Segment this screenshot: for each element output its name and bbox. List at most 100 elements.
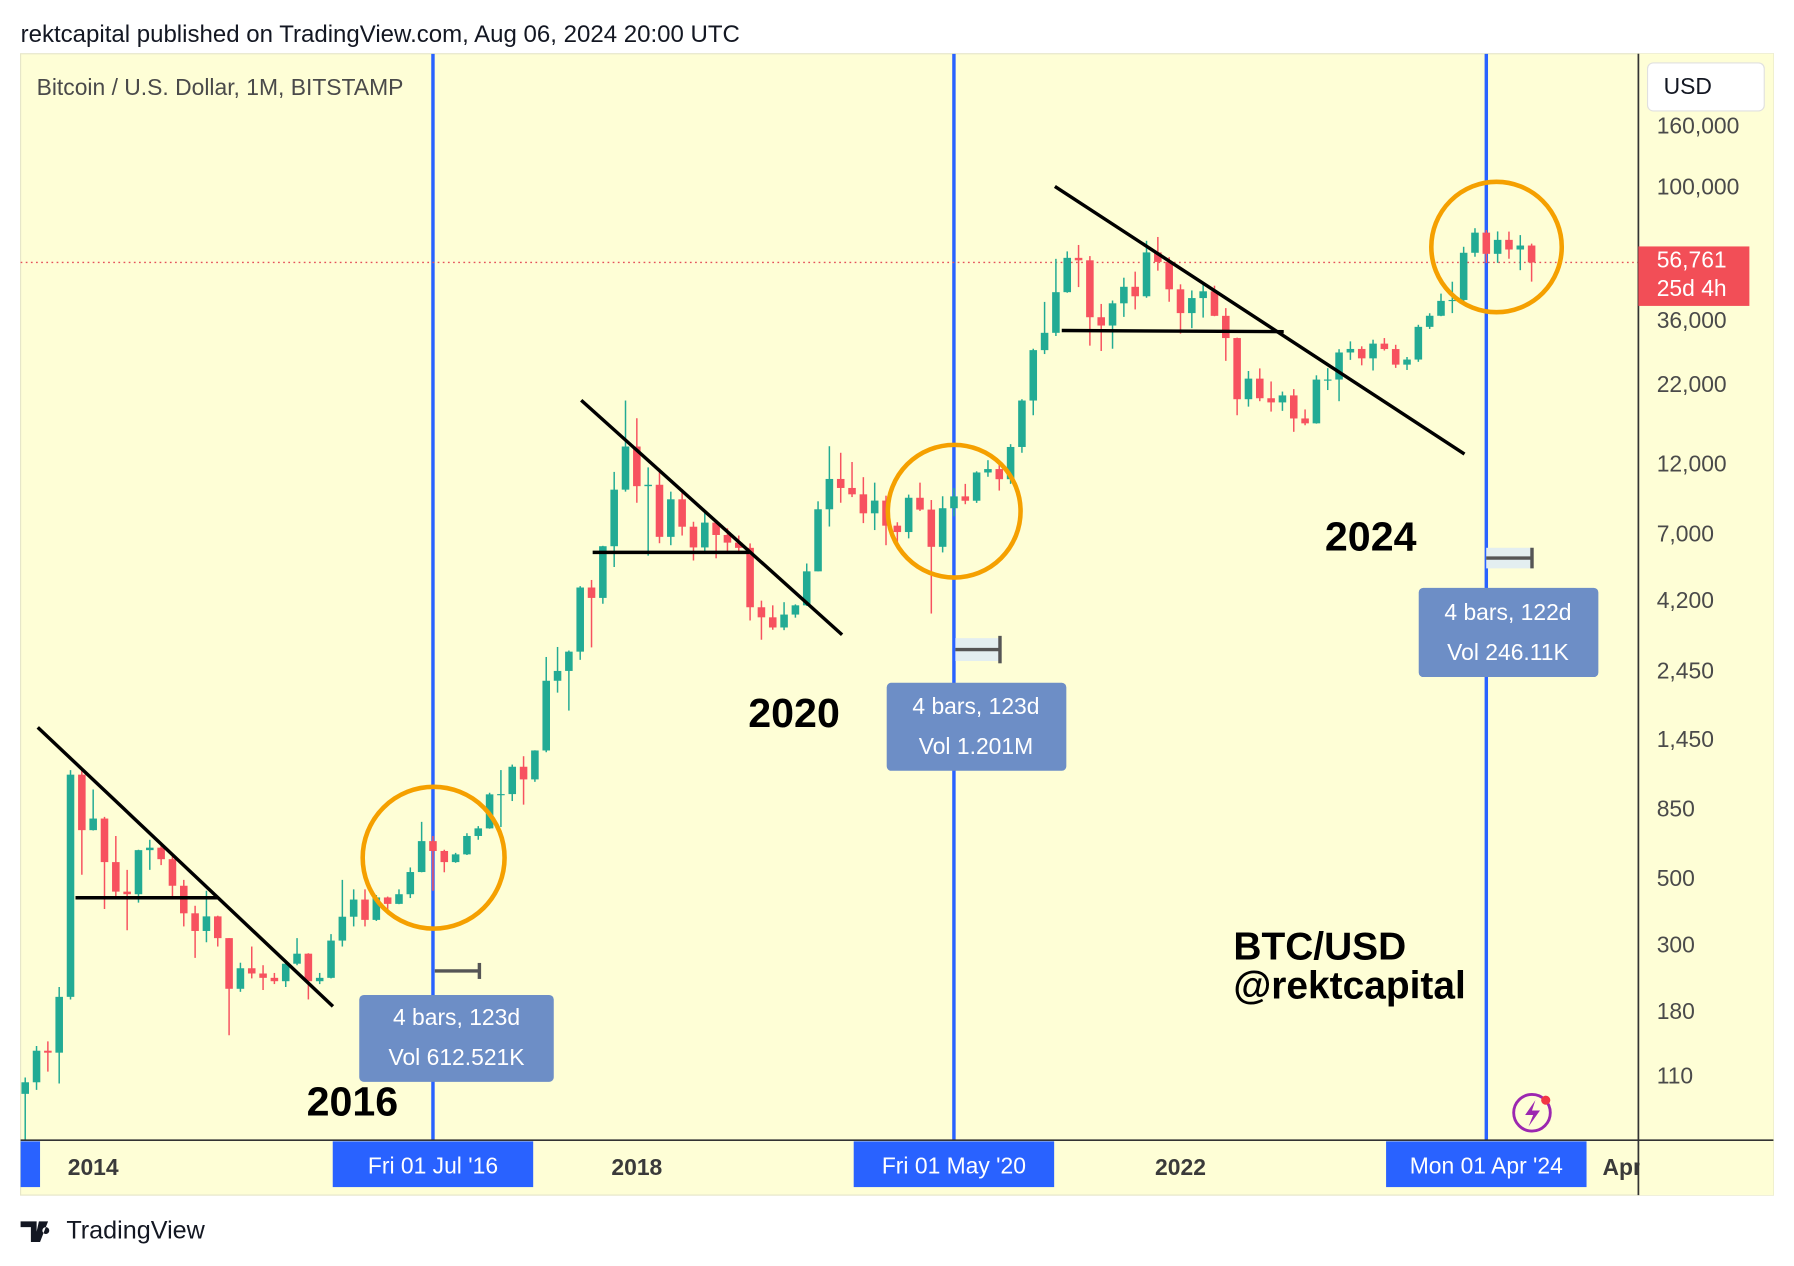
trend-line — [580, 398, 844, 636]
candle-body — [1267, 398, 1275, 403]
measure-bars: 4 bars, 122d — [1444, 599, 1571, 625]
support-line — [1061, 328, 1284, 334]
candle-body — [213, 916, 222, 939]
candle-body — [1063, 257, 1072, 293]
countdown-label: 25d 4h — [1657, 275, 1727, 301]
candle-body — [893, 525, 902, 533]
currency[interactable]: USD — [1664, 73, 1712, 99]
candle-body — [338, 916, 347, 941]
y-tick-label: 2,450 — [1657, 658, 1714, 684]
candle-body — [180, 885, 188, 914]
candle-body — [134, 850, 143, 895]
candle-body — [814, 509, 822, 572]
y-tick-label: 500 — [1657, 865, 1695, 891]
trend-line — [1053, 184, 1466, 456]
y-tick-label: 12,000 — [1657, 450, 1727, 476]
candle-body — [417, 841, 426, 873]
y-tick-label: 100,000 — [1657, 174, 1740, 200]
y-tick-label: 4,200 — [1657, 587, 1714, 613]
candle-body — [66, 774, 75, 997]
candle-body — [961, 496, 970, 501]
candle-body — [780, 614, 788, 628]
tv-logo — [20, 1221, 50, 1242]
candle-body — [1006, 446, 1015, 480]
candle-body — [281, 963, 290, 982]
candle-body — [315, 977, 324, 982]
candle-body — [202, 916, 211, 931]
y-tick-label: 7,000 — [1657, 521, 1714, 547]
candle-body — [542, 680, 551, 751]
candle-body — [1471, 232, 1479, 253]
candle-body — [247, 968, 256, 974]
measure-box — [886, 682, 1067, 771]
candle-body — [78, 774, 86, 831]
candle-body — [644, 484, 652, 487]
candle-body — [836, 478, 845, 488]
candle-body — [768, 617, 777, 628]
candle-body — [406, 872, 415, 895]
candle-body — [1346, 348, 1355, 353]
candle-body — [802, 571, 811, 606]
candle-body — [1482, 232, 1491, 254]
candle-body — [157, 847, 165, 860]
candle-body — [1459, 252, 1468, 300]
candle-body — [395, 894, 403, 904]
annotation: 2016 — [307, 1079, 399, 1125]
range-bracket — [434, 547, 1534, 979]
candle-body — [327, 940, 335, 978]
measure-bars: 4 bars, 123d — [912, 693, 1039, 719]
candle-body — [123, 891, 131, 895]
candle-body — [89, 818, 97, 831]
candle-body — [610, 489, 618, 547]
candle-body — [474, 828, 483, 836]
candle-body — [112, 862, 120, 892]
candle-body — [587, 587, 596, 598]
candle-body — [565, 651, 573, 671]
drawings: 4 bars, 123d Vol 612.521K 4 bars, 123d V… — [36, 179, 1599, 1133]
highlight-circle — [1429, 179, 1565, 315]
candle-body — [225, 938, 233, 989]
candle-body — [497, 794, 505, 796]
candle-body — [1108, 303, 1117, 326]
candle-body — [689, 526, 698, 548]
y-tick-label: 300 — [1657, 932, 1695, 958]
annotation: 2024 — [1325, 514, 1417, 560]
x-tick-label: 2014 — [68, 1154, 119, 1180]
y-tick-label: 22,000 — [1657, 371, 1727, 397]
candle-body — [349, 899, 358, 917]
candle-body — [848, 487, 856, 495]
candle-body — [734, 542, 743, 548]
candle-body — [440, 850, 449, 863]
candle-body — [1052, 292, 1060, 333]
candle-body — [270, 977, 279, 982]
candle-body — [599, 546, 607, 598]
y-tick-label: 1,450 — [1657, 726, 1714, 752]
candle-body — [100, 818, 109, 863]
alert-icon[interactable] — [1512, 1093, 1552, 1133]
candle-body — [633, 446, 641, 487]
candle-body — [1437, 300, 1445, 316]
candle-body — [916, 497, 924, 510]
candle-body — [372, 897, 381, 920]
candle-body — [870, 500, 879, 514]
candle-body — [1131, 286, 1139, 297]
candle-body — [463, 835, 471, 855]
marker-date-label: Fri 01 May '20 — [882, 1153, 1026, 1179]
annotation: 2020 — [748, 690, 840, 736]
candle-body — [1527, 245, 1536, 263]
currency-button[interactable] — [1646, 62, 1765, 112]
candle-body — [531, 750, 539, 780]
candle-body — [655, 484, 664, 537]
marker-date-label: Mon 01 Apr '24 — [1410, 1153, 1563, 1179]
candle-body — [383, 897, 392, 904]
candle-body — [701, 522, 709, 548]
price-labels: 110 180 300 500 850 1,450 2,450 4,200 7,000 12,00… — [1638, 112, 1750, 1088]
candle-body — [1335, 352, 1343, 380]
candle-body — [1176, 289, 1185, 314]
candle-body — [1074, 257, 1083, 261]
candle-body — [1086, 260, 1094, 318]
candle-body — [429, 841, 437, 851]
candle-body — [1154, 252, 1162, 262]
candle-body — [32, 1050, 41, 1083]
